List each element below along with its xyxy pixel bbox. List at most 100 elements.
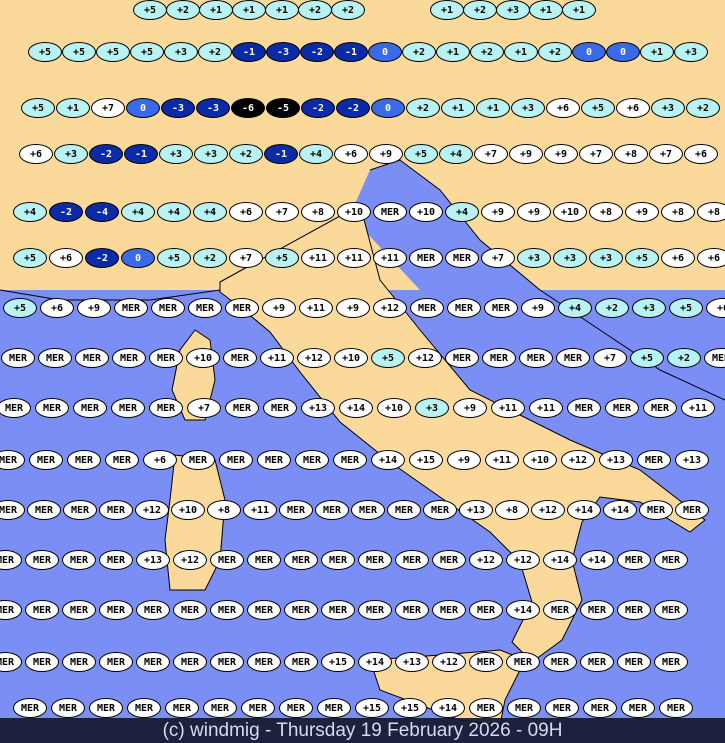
station-marker: -1 bbox=[264, 144, 298, 164]
station-marker: +10 bbox=[377, 398, 411, 418]
station-marker: +2 bbox=[686, 98, 720, 118]
station-marker: +9 bbox=[509, 144, 543, 164]
station-marker: MER bbox=[99, 500, 133, 520]
station-marker: +4 bbox=[193, 202, 227, 222]
station-marker: +4 bbox=[558, 298, 592, 318]
station-marker: +8 bbox=[207, 500, 241, 520]
station-marker: MER bbox=[27, 500, 61, 520]
station-marker: -1 bbox=[232, 42, 266, 62]
station-marker: +9 bbox=[453, 398, 487, 418]
station-marker: +14 bbox=[506, 600, 540, 620]
station-marker: +10 bbox=[409, 202, 443, 222]
station-marker: +11 bbox=[337, 248, 371, 268]
station-marker: +5 bbox=[404, 144, 438, 164]
station-marker: +9 bbox=[369, 144, 403, 164]
station-marker: +10 bbox=[553, 202, 587, 222]
station-marker: MER bbox=[203, 698, 237, 718]
station-marker: MER bbox=[445, 348, 479, 368]
station-marker: +5 bbox=[21, 98, 55, 118]
station-marker: +13 bbox=[599, 450, 633, 470]
station-marker: MER bbox=[210, 600, 244, 620]
station-marker: +11 bbox=[243, 500, 277, 520]
station-marker: +6 bbox=[19, 144, 53, 164]
station-marker: MER bbox=[315, 500, 349, 520]
station-marker: +4 bbox=[121, 202, 155, 222]
station-marker: MER bbox=[387, 500, 421, 520]
station-marker: MER bbox=[210, 652, 244, 672]
station-marker: MER bbox=[62, 652, 96, 672]
station-marker: +1 bbox=[529, 0, 563, 20]
station-marker: MER bbox=[621, 698, 655, 718]
station-marker: MER bbox=[99, 600, 133, 620]
station-marker: +13 bbox=[675, 450, 709, 470]
station-marker: MER bbox=[543, 652, 577, 672]
station-marker: +5 bbox=[371, 348, 405, 368]
station-marker: +10 bbox=[523, 450, 557, 470]
station-marker: MER bbox=[447, 298, 481, 318]
station-marker: MER bbox=[105, 450, 139, 470]
station-marker: +3 bbox=[415, 398, 449, 418]
station-marker: MER bbox=[62, 600, 96, 620]
station-marker: +3 bbox=[164, 42, 198, 62]
station-marker: -5 bbox=[266, 98, 300, 118]
station-marker: +6 bbox=[334, 144, 368, 164]
station-marker: -6 bbox=[231, 98, 265, 118]
station-marker: +3 bbox=[511, 98, 545, 118]
station-marker: +14 bbox=[431, 698, 465, 718]
station-marker: MER bbox=[395, 600, 429, 620]
station-marker: MER bbox=[99, 550, 133, 570]
italy-peninsula bbox=[219, 204, 706, 663]
station-marker: +14 bbox=[567, 500, 601, 520]
station-marker: +8 bbox=[495, 500, 529, 520]
station-marker: +9 bbox=[262, 298, 296, 318]
station-marker: +2 bbox=[402, 42, 436, 62]
station-marker: MER bbox=[75, 348, 109, 368]
station-marker: MER bbox=[127, 698, 161, 718]
station-marker: MER bbox=[38, 348, 72, 368]
station-marker: +3 bbox=[194, 144, 228, 164]
station-marker: +5 bbox=[157, 248, 191, 268]
station-marker: -2 bbox=[300, 42, 334, 62]
station-marker: +11 bbox=[260, 348, 294, 368]
station-marker: MER bbox=[583, 698, 617, 718]
station-marker: MER bbox=[0, 398, 31, 418]
station-marker: MER bbox=[89, 698, 123, 718]
station-marker: +7 bbox=[91, 98, 125, 118]
station-marker: MER bbox=[111, 398, 145, 418]
station-marker: +1 bbox=[504, 42, 538, 62]
station-marker: MER bbox=[210, 550, 244, 570]
station-marker: +1 bbox=[56, 98, 90, 118]
station-marker: +11 bbox=[301, 248, 335, 268]
station-marker: +6 bbox=[616, 98, 650, 118]
station-marker: MER bbox=[469, 652, 503, 672]
station-marker: MER bbox=[25, 550, 59, 570]
station-marker: -3 bbox=[196, 98, 230, 118]
station-marker: 0 bbox=[368, 42, 402, 62]
station-marker: +13 bbox=[301, 398, 335, 418]
station-marker: +13 bbox=[395, 652, 429, 672]
station-marker: +5 bbox=[13, 248, 47, 268]
station-marker: 0 bbox=[606, 42, 640, 62]
station-marker: MER bbox=[99, 652, 133, 672]
station-marker: +1 bbox=[640, 42, 674, 62]
station-marker: MER bbox=[263, 398, 297, 418]
station-marker: -2 bbox=[336, 98, 370, 118]
station-marker: MER bbox=[423, 500, 457, 520]
station-marker: +4 bbox=[13, 202, 47, 222]
station-marker: -1 bbox=[124, 144, 158, 164]
station-marker: MER bbox=[321, 600, 355, 620]
station-marker: +2 bbox=[298, 0, 332, 20]
station-marker: MER bbox=[149, 348, 183, 368]
station-marker: +3 bbox=[553, 248, 587, 268]
station-marker: 0 bbox=[126, 98, 160, 118]
station-marker: +14 bbox=[358, 652, 392, 672]
station-marker: +3 bbox=[496, 0, 530, 20]
footer-caption: (c) windmig - Thursday 19 February 2026 … bbox=[0, 718, 725, 743]
station-marker: 0 bbox=[572, 42, 606, 62]
station-marker: +3 bbox=[651, 98, 685, 118]
station-marker: MER bbox=[484, 298, 518, 318]
station-marker: MER bbox=[0, 450, 25, 470]
station-marker: MER bbox=[225, 398, 259, 418]
station-marker: +11 bbox=[681, 398, 715, 418]
station-marker: +1 bbox=[265, 0, 299, 20]
